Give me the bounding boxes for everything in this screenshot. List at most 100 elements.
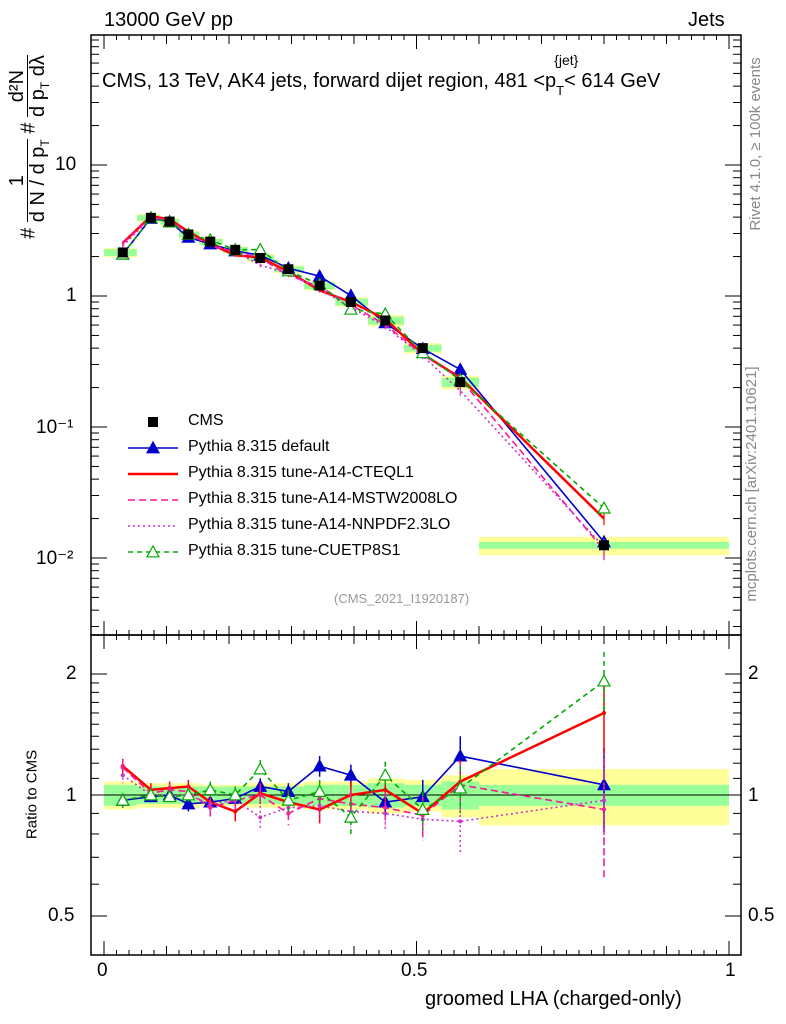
ratio-point-cuetp8s1 <box>453 780 468 794</box>
chart-title-text: CMS, 13 TeV, AK4 jets, forward dijet reg… <box>102 70 557 92</box>
ratio-point-3 <box>383 811 388 816</box>
ratio-axis-ticks <box>91 635 741 955</box>
chart-title-tail: < 614 GeV <box>564 70 661 92</box>
cms-point <box>380 315 391 326</box>
chart-title-sup: {jet} <box>554 52 579 68</box>
ratio-point-3 <box>317 803 322 808</box>
chart-title: CMS, 13 TeV, AK4 jets, forward dijet reg… <box>102 52 661 98</box>
legend-label-default: Pythia 8.315 default <box>188 438 330 455</box>
cms-point <box>145 212 156 223</box>
x-tick-label-1: 1 <box>725 960 736 981</box>
x-axis-label: groomed LHA (charged-only) <box>425 988 682 1010</box>
cms-point <box>183 229 194 240</box>
ratio-point-cuetp8s1 <box>253 761 268 775</box>
x-tick-label-0.5: 0.5 <box>401 960 428 981</box>
main-axis-ticks <box>91 35 741 635</box>
cms-point <box>417 343 428 354</box>
header-right: Jets <box>688 9 725 31</box>
ratio-point-3 <box>258 815 263 820</box>
cms-point <box>599 540 609 551</box>
ratio-point-cuetp8s1 <box>415 802 430 815</box>
ratio-tick-label-2-left: 2 <box>66 663 77 684</box>
cms-point <box>230 244 241 255</box>
point-cuetp8s1 <box>343 302 358 315</box>
y-label-d2n: d²N <box>6 55 28 117</box>
legend-label-cms: CMS <box>188 412 224 429</box>
ratio-y-label: Ratio to CMS <box>23 749 41 840</box>
ratio-point-cuetp8s1 <box>115 793 130 806</box>
y-label-dp: d p <box>27 89 49 117</box>
y-label-hash: # <box>17 227 40 239</box>
ratio-point-3 <box>120 773 125 778</box>
ratio-point-default <box>181 796 196 810</box>
ratio-point-cuetp8s1 <box>203 782 218 796</box>
y-label-t1: T <box>38 139 52 147</box>
ratio-tick-label-0.5-left: 0.5 <box>48 905 75 926</box>
ratio-line-1 <box>121 711 605 815</box>
ratio-point-default <box>312 758 327 772</box>
legend-label-nnpdf: Pythia 8.315 tune-A14-NNPDF2.3LO <box>188 516 451 533</box>
ratio-point-1 <box>602 710 606 715</box>
ratio-tick-label-0.5-right: 0.5 <box>748 905 775 926</box>
ratio-panel <box>90 634 742 956</box>
legend-symbol-cms <box>148 417 158 427</box>
cms-point <box>455 377 466 388</box>
y-label-dn: d N / d p <box>27 146 49 223</box>
ratio-point-cuetp8s1 <box>181 787 196 801</box>
y-tick-label-1: 1 <box>66 285 77 306</box>
legend-label-cteql1: Pythia 8.315 tune-A14-CTEQL1 <box>188 464 414 481</box>
ratio-point-3 <box>458 819 463 824</box>
y-tick-label-1e-1: 10⁻¹ <box>36 417 74 438</box>
ratio-line-3 <box>122 774 605 823</box>
cms-point <box>283 264 294 275</box>
mcplots-credit: mcplots.cern.ch [arXiv:2401.10621] <box>743 366 760 602</box>
y-label-one: 1 <box>6 139 28 223</box>
x-tick-label-0: 0 <box>97 960 108 981</box>
cms-point <box>164 216 175 227</box>
ratio-point-cuetp8s1 <box>596 673 612 687</box>
ratio-point-cuetp8s1 <box>162 789 177 803</box>
ratio-point-cuetp8s1 <box>343 810 358 823</box>
series-line-4 <box>122 216 605 509</box>
ratio-series <box>115 651 612 879</box>
ratio-point-3 <box>602 798 606 803</box>
legend-marker-default <box>145 440 161 454</box>
ratio-point-3 <box>286 805 291 810</box>
cms-point <box>117 247 128 258</box>
ratio-tick-label-1-right: 1 <box>748 785 759 806</box>
ratio-tick-label-2-right: 2 <box>748 663 759 684</box>
ratio-frame <box>90 634 742 956</box>
y-label-dl: dλ <box>27 55 49 77</box>
y-label-t2: T <box>38 81 52 90</box>
ratio-point-cuetp8s1 <box>312 784 327 797</box>
ratio-point-cuetp8s1 <box>228 787 243 801</box>
legend-marker-cuetp8s1 <box>145 544 161 558</box>
legend-label-mstw: Pythia 8.315 tune-A14-MSTW2008LO <box>188 490 458 507</box>
ratio-point-2 <box>208 805 213 810</box>
ratio-point-3 <box>208 801 213 806</box>
cms-point <box>205 236 216 247</box>
cms-point <box>345 296 356 307</box>
y-tick-label-10: 10 <box>55 154 77 175</box>
legend <box>128 417 178 558</box>
ratio-point-cuetp8s1 <box>143 787 158 801</box>
legend-label-cuetp8s1: Pythia 8.315 tune-CUETP8S1 <box>188 542 401 559</box>
chart-title-sub: T <box>556 83 565 98</box>
y-tick-label-1e-2: 10⁻² <box>36 548 74 569</box>
ratio-line-4 <box>122 680 605 819</box>
cms-point <box>255 253 266 264</box>
analysis-id: (CMS_2021_I1920187) <box>334 591 470 606</box>
ratio-point-cuetp8s1 <box>378 767 393 781</box>
ratio-tick-label-1-left: 1 <box>66 785 77 806</box>
ratio-point-cuetp8s1 <box>281 793 296 806</box>
ratio-point-2 <box>258 793 263 797</box>
rivet-version: Rivet 4.1.0, ≥ 100k events <box>747 57 764 231</box>
ratio-point-default <box>343 767 358 781</box>
cms-data-points <box>117 212 609 551</box>
main-panel <box>90 34 742 636</box>
header-left: 13000 GeV pp <box>104 9 233 31</box>
point-cuetp8s1 <box>596 500 612 514</box>
cms-point <box>314 280 325 291</box>
y-axis-label: # 1 d N / d pT # d²N d pT dλ <box>6 0 52 297</box>
